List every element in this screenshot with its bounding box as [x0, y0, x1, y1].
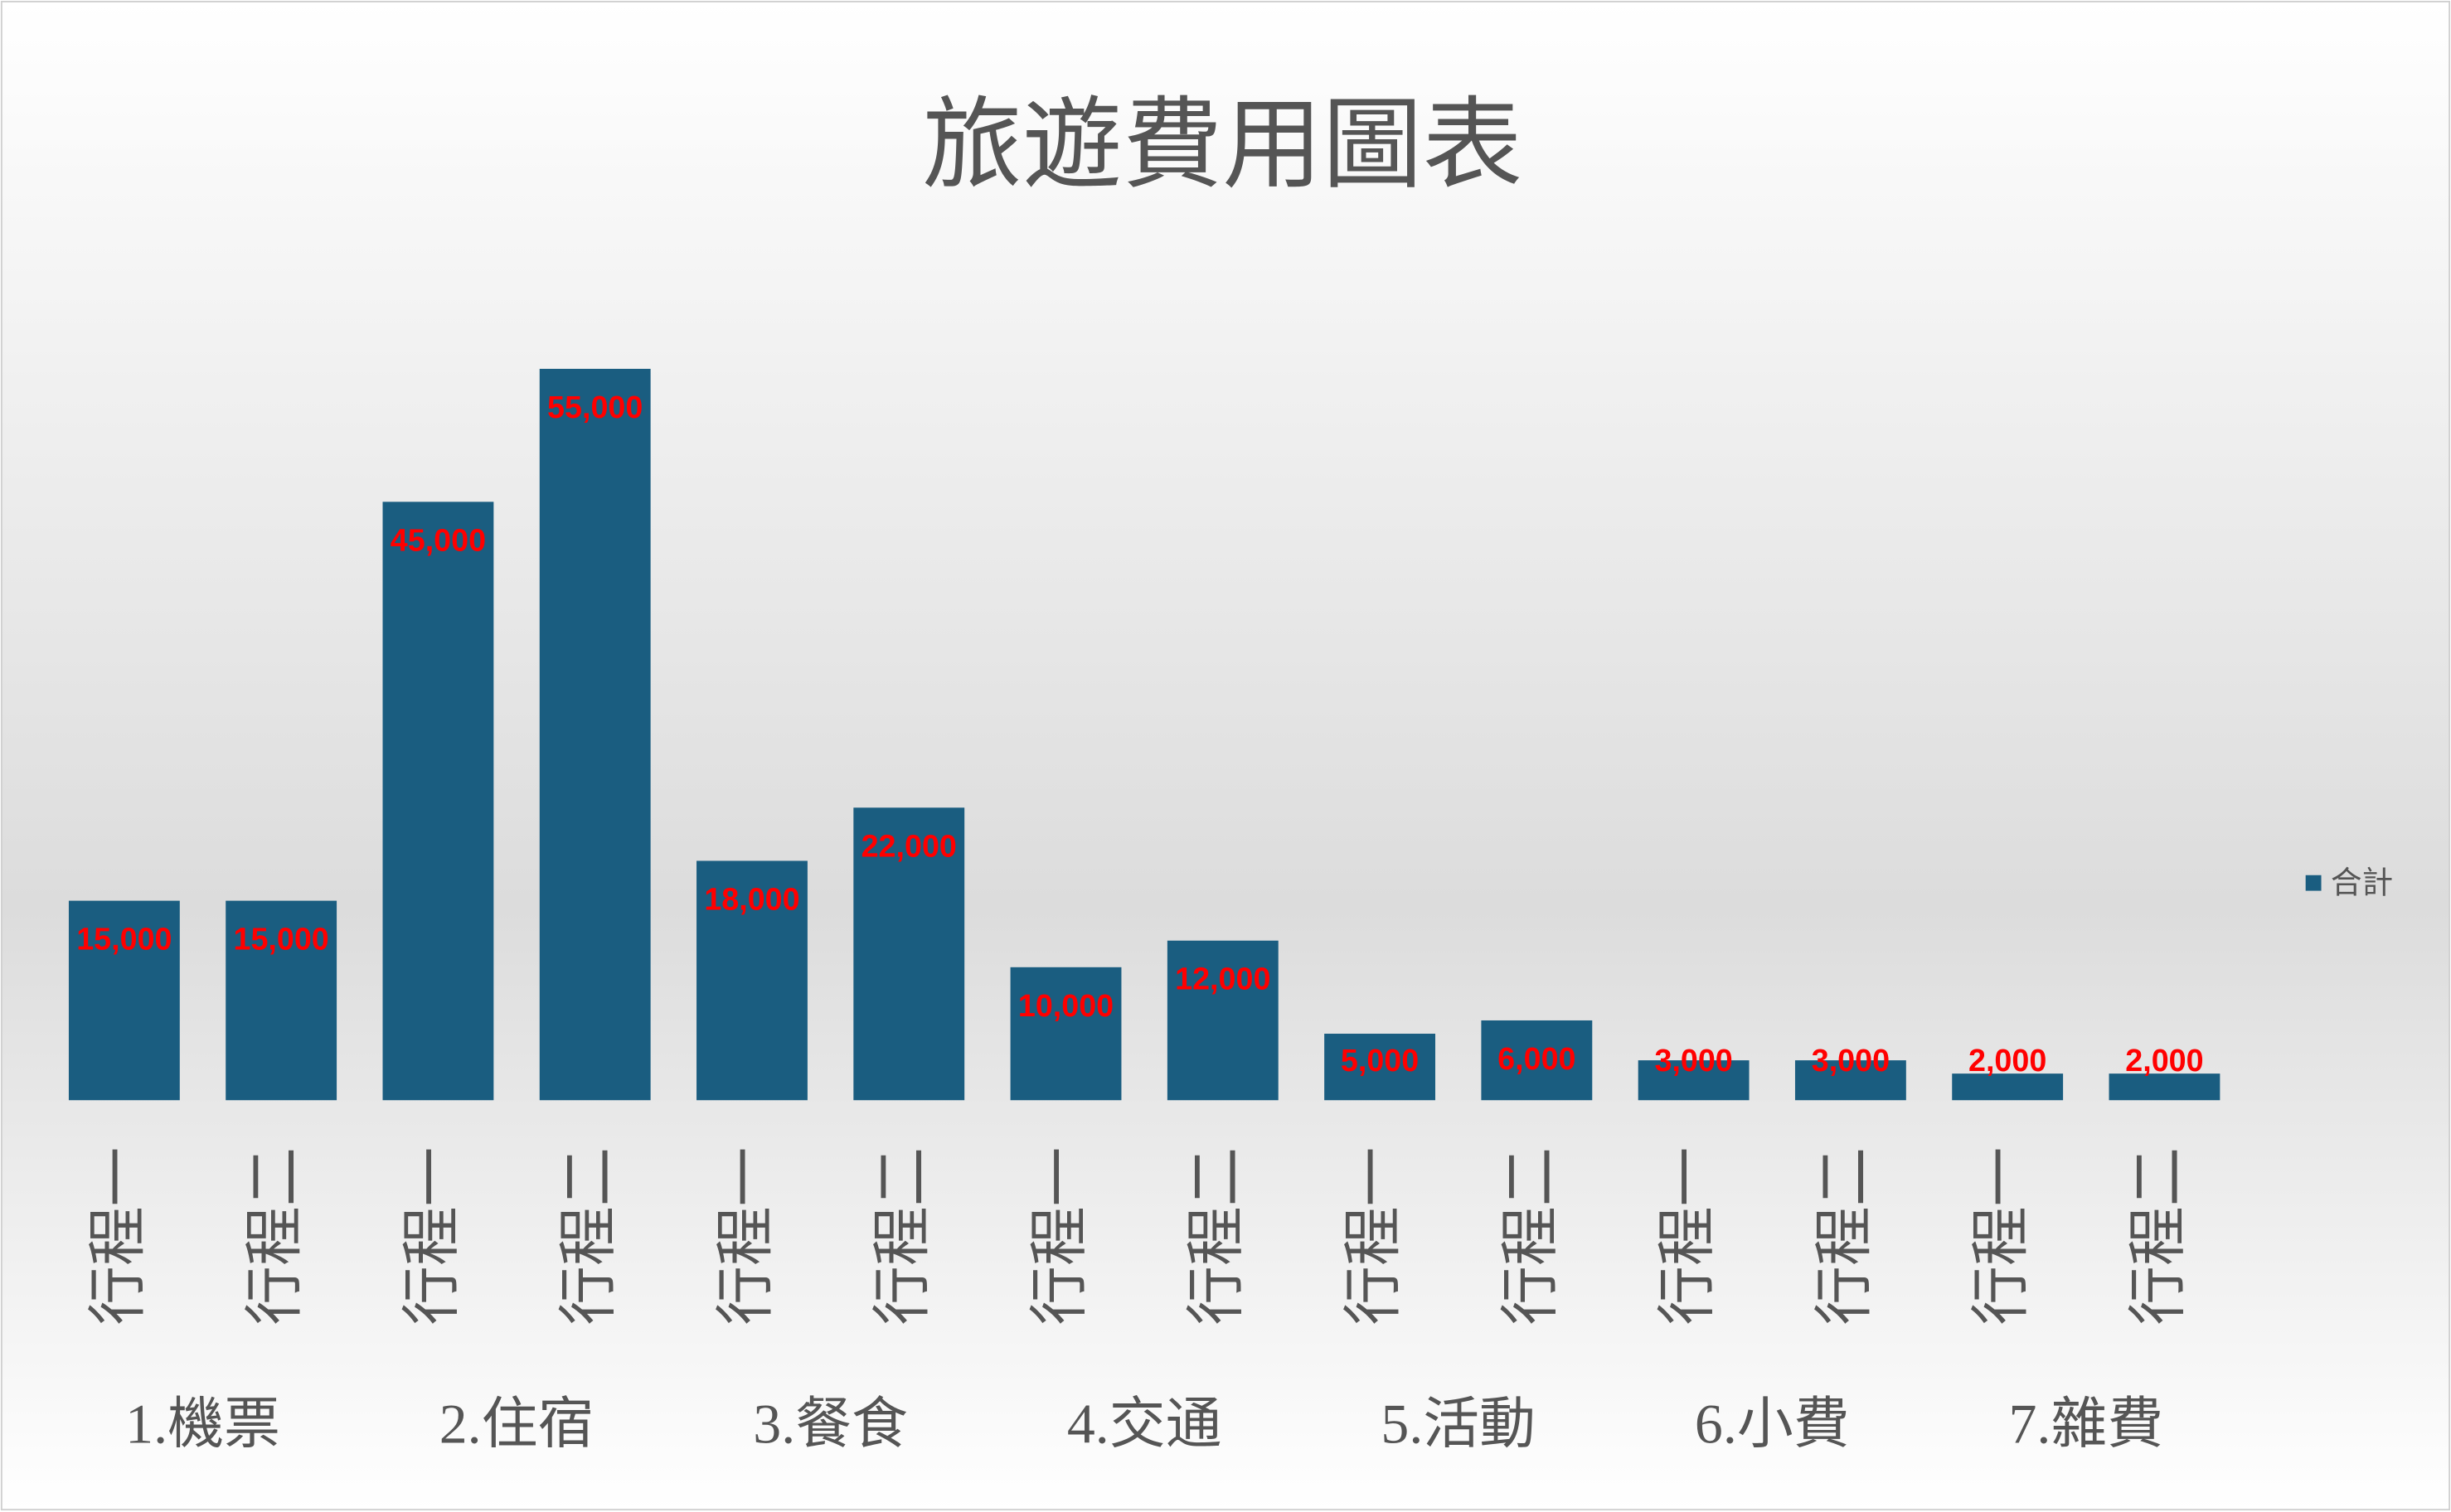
x-tick-label: 行程一	[1342, 1147, 1407, 1325]
bar	[1324, 1034, 1435, 1101]
x-tick-label: 行程一	[1027, 1147, 1093, 1325]
group-label: 3.餐食	[753, 1393, 908, 1456]
bar	[1952, 1073, 2064, 1101]
group-label: 2.住宿	[439, 1393, 595, 1456]
data-label: 55,000	[547, 390, 643, 424]
bar	[382, 502, 494, 1101]
data-label: 18,000	[704, 881, 799, 916]
group-label: 4.交通	[1067, 1393, 1222, 1456]
bar	[1010, 967, 1122, 1101]
bar	[68, 900, 180, 1101]
data-label: 10,000	[1018, 988, 1114, 1023]
bar	[1481, 1020, 1593, 1101]
data-label: 12,000	[1175, 962, 1270, 996]
x-tick-label: 行程一	[1969, 1147, 2035, 1325]
x-tick-label: 行程二	[243, 1147, 308, 1325]
bar	[1167, 940, 1279, 1101]
bar	[1638, 1060, 1750, 1101]
x-tick-label: 行程二	[1498, 1147, 1564, 1325]
data-label: 5,000	[1341, 1043, 1419, 1078]
bar	[1794, 1060, 1906, 1101]
bar	[853, 807, 965, 1101]
x-tick-label: 行程一	[85, 1147, 151, 1325]
legend-label: 合計	[2331, 865, 2393, 901]
data-label: 22,000	[861, 828, 957, 863]
group-label: 1.機票	[125, 1393, 280, 1456]
group-label: 7.雜費	[2008, 1393, 2163, 1456]
bar	[696, 860, 808, 1101]
x-tick-label: 行程一	[1655, 1147, 1721, 1325]
x-tick-label: 行程二	[871, 1147, 936, 1325]
bar	[2109, 1073, 2220, 1101]
x-tick-label: 行程一	[713, 1147, 779, 1325]
x-tick-label: 行程二	[1184, 1147, 1250, 1325]
data-label: 15,000	[76, 922, 172, 957]
group-label: 5.活動	[1381, 1393, 1536, 1456]
x-tick-label: 行程二	[1812, 1147, 1877, 1325]
group-label: 6.小費	[1695, 1393, 1850, 1456]
x-tick-label: 行程二	[556, 1147, 622, 1325]
bar	[539, 368, 651, 1101]
data-label: 3,000	[1812, 1043, 1890, 1078]
x-tick-label: 行程二	[2126, 1147, 2191, 1325]
chart-title: 旅遊費用圖表	[922, 90, 1522, 201]
data-label: 2,000	[2125, 1043, 2203, 1078]
data-label: 2,000	[1968, 1043, 2046, 1078]
data-label: 3,000	[1654, 1043, 1732, 1078]
data-label: 15,000	[234, 922, 329, 957]
data-label: 45,000	[391, 522, 486, 557]
x-tick-label: 行程一	[400, 1147, 465, 1325]
legend-swatch	[2305, 875, 2322, 891]
bar	[226, 900, 337, 1101]
data-label: 6,000	[1497, 1041, 1575, 1076]
